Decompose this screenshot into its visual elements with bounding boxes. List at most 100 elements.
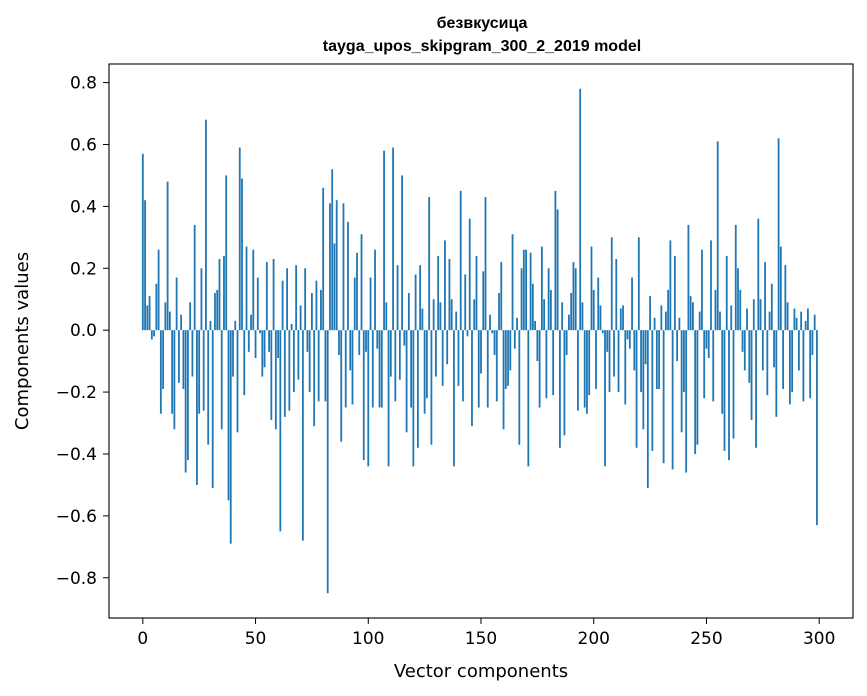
bar-41 (234, 320, 237, 331)
bar-55 (265, 262, 268, 331)
bar-134 (444, 240, 446, 331)
bar-257 (721, 330, 724, 414)
bar-210 (615, 258, 618, 331)
bar-195 (581, 302, 584, 331)
bar-61 (279, 330, 282, 532)
bar-223 (644, 330, 647, 365)
bar-180 (547, 268, 550, 331)
bar-176 (538, 330, 541, 408)
bar-290 (795, 317, 798, 331)
bar-224 (646, 330, 649, 489)
bar-242 (687, 224, 690, 331)
bar-165 (513, 330, 516, 349)
bar-82 (326, 330, 329, 594)
bar-118 (407, 293, 410, 331)
bar-170 (525, 249, 527, 331)
y-tick-label: 0.2 (70, 259, 97, 279)
x-tick-label: 250 (690, 629, 722, 649)
bar-271 (752, 299, 755, 331)
bar-213 (622, 305, 624, 331)
bar-218 (633, 330, 636, 371)
x-tick-label: 200 (578, 629, 610, 649)
bar-59 (274, 330, 277, 430)
bar-147 (473, 299, 476, 331)
bar-17 (180, 314, 183, 331)
bar-159 (500, 262, 503, 331)
x-tick-label: 0 (137, 629, 148, 649)
bar-148 (475, 255, 478, 331)
bar-215 (626, 330, 629, 340)
plot-frame (108, 63, 854, 619)
bar-74 (308, 330, 311, 393)
bar-233 (667, 289, 670, 331)
bar-56 (268, 330, 270, 352)
bar-163 (509, 330, 512, 371)
bar-20 (187, 330, 189, 461)
bar-152 (484, 197, 487, 331)
bar-204 (601, 330, 604, 334)
bar-285 (784, 265, 787, 331)
bar-238 (678, 317, 681, 331)
y-axis-label: Components values (12, 252, 33, 430)
bar-95 (356, 252, 358, 331)
bar-282 (777, 138, 780, 331)
bar-296 (809, 330, 812, 399)
bar-31 (211, 330, 214, 489)
bar-83 (329, 203, 331, 331)
bar-143 (464, 274, 467, 331)
bar-101 (369, 277, 372, 331)
bar-178 (543, 299, 546, 331)
bar-199 (590, 246, 593, 331)
bar-171 (527, 330, 530, 467)
bar-197 (586, 330, 588, 414)
x-axis-label: Vector components (394, 661, 568, 682)
bar-286 (786, 302, 789, 331)
bar-113 (396, 265, 399, 331)
y-tick-label: −0.8 (56, 569, 97, 589)
bar-288 (791, 330, 794, 393)
bar-6 (155, 283, 158, 331)
bar-11 (166, 181, 169, 331)
bar-266 (741, 330, 744, 352)
bar-141 (459, 190, 462, 331)
bar-244 (692, 302, 694, 331)
bar-187 (563, 330, 566, 436)
bar-114 (398, 330, 401, 380)
bar-227 (653, 317, 656, 331)
bar-63 (283, 330, 286, 417)
bar-87 (338, 330, 340, 355)
bar-65 (288, 330, 291, 411)
bar-270 (750, 330, 753, 420)
bar-255 (716, 141, 719, 331)
bar-202 (597, 277, 600, 331)
bar-105 (378, 330, 381, 408)
bar-52 (259, 330, 261, 334)
bar-10 (164, 302, 167, 331)
y-tick-label: −0.4 (56, 445, 97, 465)
bar-153 (486, 330, 489, 408)
bar-25 (198, 330, 201, 414)
bar-186 (561, 302, 564, 331)
bar-158 (498, 293, 500, 331)
bar-117 (405, 330, 408, 433)
bar-201 (595, 330, 597, 389)
chart-title: безвкусица (437, 15, 528, 32)
bar-229 (658, 330, 661, 389)
bar-28 (205, 119, 207, 331)
bar-221 (640, 330, 642, 393)
bar-183 (554, 190, 557, 331)
bar-33 (216, 289, 219, 331)
bar-34 (218, 258, 221, 331)
bar-295 (807, 308, 809, 331)
bar-281 (775, 330, 778, 417)
bar-173 (531, 283, 534, 331)
bar-26 (200, 268, 203, 331)
bar-27 (202, 330, 205, 411)
bar-0 (141, 153, 144, 331)
bar-64 (286, 268, 289, 331)
bar-196 (583, 330, 586, 408)
bar-1 (144, 200, 146, 331)
chart-subtitle: tayga_upos_skipgram_300_2_2019 model (323, 38, 641, 55)
bar-220 (637, 237, 640, 331)
